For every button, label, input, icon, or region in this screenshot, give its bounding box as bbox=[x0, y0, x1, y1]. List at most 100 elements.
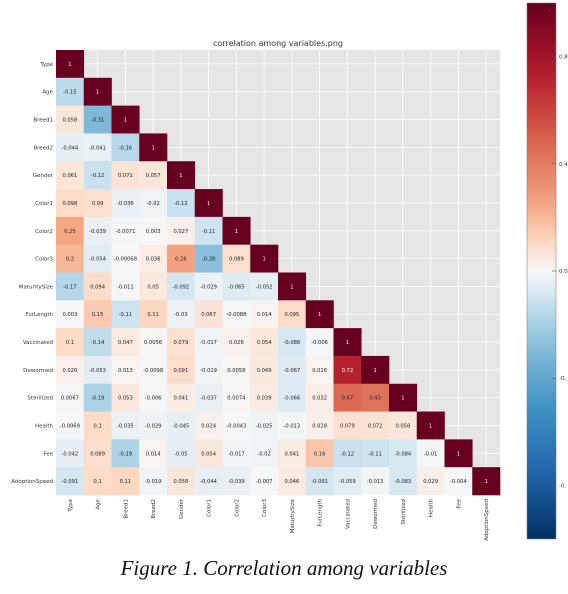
cell-value-label: -0.007 bbox=[256, 479, 273, 485]
heatmap-cell bbox=[111, 161, 140, 190]
cell-value-label: -0.03 bbox=[174, 312, 187, 318]
cell-value-label: -0.017 bbox=[200, 340, 217, 346]
heatmap-cell bbox=[111, 467, 140, 496]
heatmap-cell bbox=[250, 272, 279, 301]
cell-value-label: 0.039 bbox=[257, 396, 272, 402]
heatmap-cell bbox=[56, 189, 85, 218]
heatmap-cell bbox=[333, 467, 362, 496]
heatmap-cell bbox=[167, 244, 196, 273]
heatmap-cell bbox=[222, 439, 251, 468]
x-tick-label: Breed1 bbox=[123, 499, 129, 519]
x-tick-label: Dewormed bbox=[373, 499, 379, 529]
cell-value-label: 0.095 bbox=[284, 312, 299, 318]
heatmap-cell bbox=[83, 300, 112, 329]
cell-value-label: 0.072 bbox=[368, 423, 383, 429]
cell-value-label: 0.026 bbox=[62, 368, 77, 374]
cell-value-label: 0.041 bbox=[284, 451, 299, 457]
x-tick-label: Health bbox=[429, 498, 435, 517]
cell-value-label: 0.43 bbox=[369, 396, 381, 402]
heatmap-cell bbox=[83, 328, 112, 357]
cell-value-label: -0.066 bbox=[284, 396, 301, 402]
colorbar-tick-label: 0.0 bbox=[559, 269, 568, 275]
x-tick-label: MaturitySize bbox=[290, 498, 296, 533]
cell-value-label: -0.11 bbox=[119, 312, 132, 318]
y-tick-label: Vaccinated bbox=[23, 340, 53, 346]
heatmap-cell bbox=[139, 328, 168, 357]
cell-value-label: -0.00068 bbox=[114, 257, 137, 263]
heatmap-cell bbox=[278, 439, 307, 468]
cell-value-label: 0.72 bbox=[342, 368, 354, 374]
heatmap-cell bbox=[167, 355, 196, 385]
cell-value-label: 0.058 bbox=[173, 479, 188, 485]
y-tick-label: Type bbox=[39, 62, 53, 68]
cell-value-label: 1 bbox=[484, 479, 487, 485]
cell-value-label: 0.079 bbox=[340, 423, 355, 429]
cell-value-label: -0.091 bbox=[62, 479, 79, 485]
cell-value-label: 0.089 bbox=[229, 257, 244, 263]
heatmap-cell bbox=[111, 216, 140, 245]
cell-value-label: -0.025 bbox=[256, 423, 273, 429]
heatmap-cell bbox=[167, 467, 196, 496]
heatmap-cell bbox=[111, 328, 140, 357]
cell-value-label: -0.067 bbox=[284, 368, 301, 374]
x-tick-label: Sterilized bbox=[401, 499, 407, 525]
cell-value-label: -0.15 bbox=[63, 90, 76, 96]
heatmap-cell bbox=[139, 467, 168, 496]
heatmap-cell bbox=[83, 467, 112, 496]
cell-value-label: 0.053 bbox=[118, 396, 133, 402]
heatmap-cell bbox=[250, 411, 279, 440]
cell-value-label: -0.16 bbox=[119, 145, 132, 151]
heatmap-cell bbox=[416, 467, 445, 496]
heatmap-cell bbox=[83, 105, 112, 134]
heatmap-cell bbox=[222, 411, 251, 440]
heatmap-cell bbox=[83, 189, 112, 218]
heatmap-cell bbox=[305, 467, 334, 496]
cell-value-label: -0.039 bbox=[89, 229, 106, 235]
heatmap-cell bbox=[167, 161, 196, 190]
cell-value-label: 1 bbox=[179, 173, 182, 179]
heatmap-cell bbox=[83, 133, 112, 162]
cell-value-label: -0.092 bbox=[173, 284, 190, 290]
cell-value-label: -0.065 bbox=[228, 284, 245, 290]
y-tick-labels: Type Age Breed1 Breed2 Gender Color1 Color2 Col… bbox=[11, 62, 54, 485]
heatmap-cell bbox=[167, 216, 196, 245]
cell-value-label: -0.029 bbox=[145, 423, 162, 429]
heatmap-cell bbox=[333, 383, 362, 412]
cell-value-label: -0.017 bbox=[228, 451, 245, 457]
cell-value-label: 0.098 bbox=[62, 201, 77, 207]
cell-value-label: 0.047 bbox=[118, 340, 133, 346]
heatmap-cell bbox=[56, 272, 85, 301]
heatmap-cell bbox=[194, 355, 223, 385]
cell-value-label: 0.47 bbox=[342, 396, 354, 402]
colorbar bbox=[526, 2, 557, 540]
cell-value-label: -0.053 bbox=[89, 368, 106, 374]
heatmap-cell bbox=[111, 244, 140, 273]
cell-labels: 1 -0.15 1 0.058 -0.31 1 -0.044 -0.041 -0.16 1 0.06… bbox=[60, 62, 488, 485]
cell-value-label: 0.094 bbox=[90, 284, 106, 290]
cell-value-label: 0.036 bbox=[146, 257, 161, 263]
heatmap-cell bbox=[278, 272, 307, 301]
heatmap-cell bbox=[56, 439, 85, 468]
cell-value-label: 0.041 bbox=[173, 396, 188, 402]
cell-value-label: 0.2 bbox=[66, 257, 74, 263]
cell-value-label: 1 bbox=[373, 368, 376, 374]
x-tick-label: Gender bbox=[179, 498, 185, 519]
cell-value-label: -0.0071 bbox=[115, 229, 135, 235]
heatmap-cell bbox=[222, 383, 251, 412]
cell-value-label: 0.058 bbox=[395, 423, 410, 429]
cell-value-label: -0.042 bbox=[62, 451, 79, 457]
heatmap-cell bbox=[111, 105, 140, 134]
cell-value-label: 0.029 bbox=[423, 479, 438, 485]
y-tick-label: Health bbox=[35, 423, 54, 429]
heatmap-cell bbox=[250, 300, 279, 329]
cell-value-label: -0.083 bbox=[395, 479, 412, 485]
cell-value-label: 0.1 bbox=[94, 423, 102, 429]
cell-value-label: 1 bbox=[262, 257, 265, 263]
cell-value-label: 0.1 bbox=[66, 340, 74, 346]
cell-value-label: 0.0056 bbox=[144, 340, 162, 346]
cell-value-label: 1 bbox=[457, 451, 460, 457]
cell-value-label: 0.028 bbox=[312, 423, 327, 429]
heatmap-cell bbox=[250, 244, 279, 273]
heatmap-cell bbox=[333, 411, 362, 440]
cell-value-label: -0.0043 bbox=[226, 423, 246, 429]
